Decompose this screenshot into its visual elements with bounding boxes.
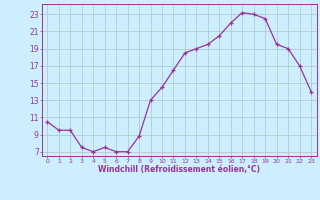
X-axis label: Windchill (Refroidissement éolien,°C): Windchill (Refroidissement éolien,°C) <box>98 165 260 174</box>
